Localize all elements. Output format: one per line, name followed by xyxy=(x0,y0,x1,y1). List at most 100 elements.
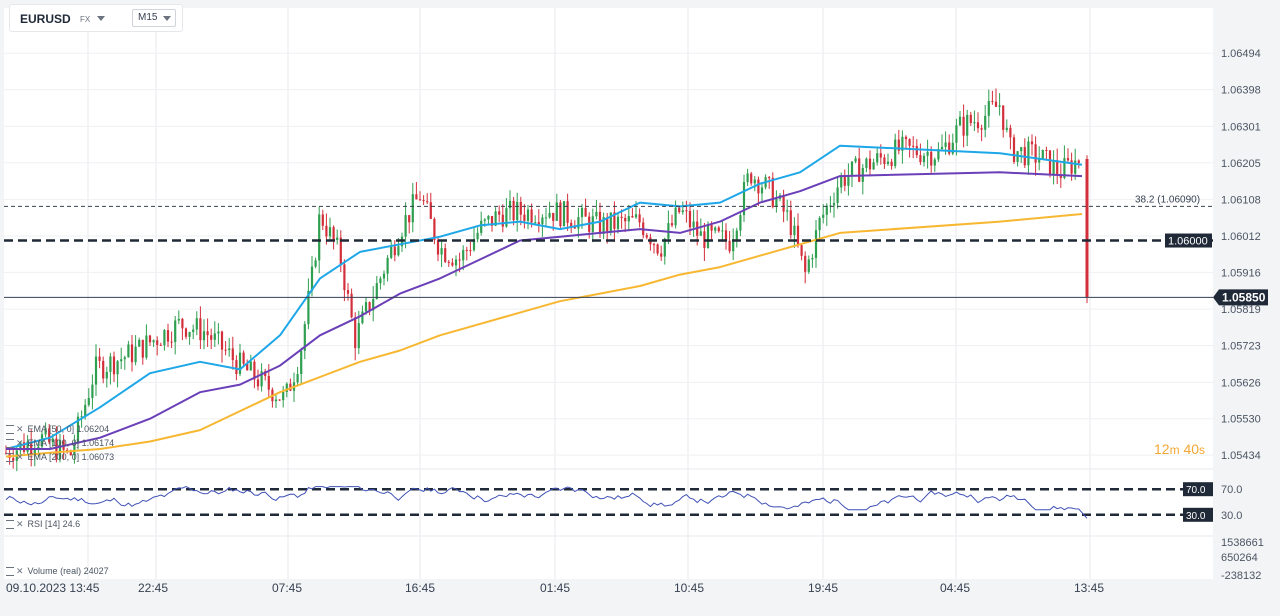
candle-body xyxy=(379,278,382,284)
candle-body xyxy=(123,357,126,360)
symbol-dropdown-icon[interactable] xyxy=(97,16,105,21)
candle-body xyxy=(386,257,389,274)
candle-body xyxy=(760,187,764,194)
current-price-label: 1.05850 xyxy=(1222,290,1266,304)
candle-body xyxy=(87,398,90,405)
candle-body xyxy=(678,207,681,213)
candle-body xyxy=(138,339,141,347)
settings-icon[interactable] xyxy=(6,453,14,463)
settings-icon[interactable] xyxy=(6,520,14,530)
candle-body xyxy=(955,125,958,143)
candle-body xyxy=(206,331,209,336)
settings-icon[interactable] xyxy=(6,439,14,449)
candle-body xyxy=(616,216,620,229)
candle-body xyxy=(595,211,598,217)
close-icon[interactable]: ✕ xyxy=(16,452,24,462)
level-tag xyxy=(1165,233,1212,248)
candle-body xyxy=(966,114,969,136)
volume-legend[interactable]: ✕ Volume (real) 24027 xyxy=(6,566,109,577)
close-icon[interactable]: ✕ xyxy=(16,424,24,434)
ema100-name: EMA [100, 0] xyxy=(27,438,80,448)
candle-body xyxy=(1066,158,1070,161)
candle-body xyxy=(354,317,357,349)
ema200-name: EMA [200, 0] xyxy=(27,452,80,462)
candle-body xyxy=(260,371,263,387)
candles[interactable] xyxy=(4,88,1080,472)
candle-body xyxy=(112,356,116,375)
candle-body xyxy=(253,361,256,380)
candle-body xyxy=(548,212,551,218)
price-tick-label: 1.06398 xyxy=(1221,85,1261,97)
candle-body xyxy=(33,450,36,454)
candle-body xyxy=(674,207,677,226)
candle-body xyxy=(901,136,904,151)
volume-name: Volume (real) xyxy=(27,566,82,576)
candle-body xyxy=(80,416,83,418)
candle-body xyxy=(105,371,108,379)
close-icon[interactable]: ✕ xyxy=(16,566,24,576)
candle-body xyxy=(321,214,324,226)
candle-body xyxy=(325,225,328,237)
candle-body xyxy=(458,259,461,261)
ema100-legend[interactable]: ✕ EMA [100, 0] 1.06174 xyxy=(6,438,114,449)
candle-body xyxy=(930,151,933,166)
ema50-legend[interactable]: ✕ EMA [50, 0] 1.06204 xyxy=(6,424,109,435)
candle-body xyxy=(789,210,792,236)
candle-body xyxy=(580,207,584,218)
candle-body xyxy=(109,356,112,372)
candle-body xyxy=(166,330,170,342)
candle-body xyxy=(418,199,422,201)
candle-body xyxy=(940,146,944,150)
rsi-panel-bg xyxy=(4,470,1213,535)
price-tick-label: 1.06205 xyxy=(1221,158,1261,170)
candle-body xyxy=(973,122,976,124)
candle-body xyxy=(937,149,940,160)
time-tick-label: 04:45 xyxy=(940,581,970,595)
candle-body xyxy=(102,360,105,379)
fib-382-label: 38.2 (1.06090) xyxy=(1135,194,1200,205)
candle-body xyxy=(800,245,803,256)
candle-body xyxy=(429,202,432,219)
candle-body xyxy=(724,230,728,241)
candle-body xyxy=(656,244,659,254)
symbol-label[interactable]: EURUSD xyxy=(20,12,71,26)
candle-body xyxy=(976,122,980,129)
candle-body xyxy=(1063,158,1066,179)
rsi-legend[interactable]: ✕ RSI [14] 24.6 xyxy=(6,519,80,530)
time-tick-label: 19:45 xyxy=(808,581,838,595)
candle-body xyxy=(526,209,530,221)
price-tick-label: 1.06494 xyxy=(1221,48,1261,60)
candle-body xyxy=(1034,144,1037,163)
candle-body xyxy=(300,350,303,375)
candle-body xyxy=(238,352,242,375)
candle-body xyxy=(627,215,630,222)
settings-icon[interactable] xyxy=(6,567,14,577)
countdown-seconds-unit: s xyxy=(1199,443,1206,457)
candle-body xyxy=(134,346,137,363)
chevron-down-icon xyxy=(163,16,171,21)
settings-icon[interactable] xyxy=(6,425,14,435)
candle-body xyxy=(688,211,692,228)
candle-body xyxy=(199,318,202,341)
candle-body xyxy=(249,361,252,371)
candle-body xyxy=(127,344,130,358)
candle-body xyxy=(534,222,537,224)
candle-body xyxy=(476,232,479,240)
candle-body xyxy=(350,293,353,318)
candle-body xyxy=(886,161,890,164)
timeframe-label: M15 xyxy=(138,12,158,23)
timeframe-select[interactable]: M15 xyxy=(132,9,176,27)
candle-body xyxy=(897,139,900,151)
candle-body xyxy=(98,356,101,361)
ema200-legend[interactable]: ✕ EMA [200, 0] 1.06073 xyxy=(6,452,114,463)
candle-body xyxy=(195,318,198,330)
close-icon[interactable]: ✕ xyxy=(16,438,24,448)
candle-body xyxy=(314,260,317,267)
candle-body xyxy=(91,384,94,399)
close-icon[interactable]: ✕ xyxy=(16,519,24,529)
symbol-toolbar[interactable]: EURUSD FX M15 xyxy=(10,5,182,31)
candle-body xyxy=(732,239,735,252)
candle-body xyxy=(159,344,162,346)
